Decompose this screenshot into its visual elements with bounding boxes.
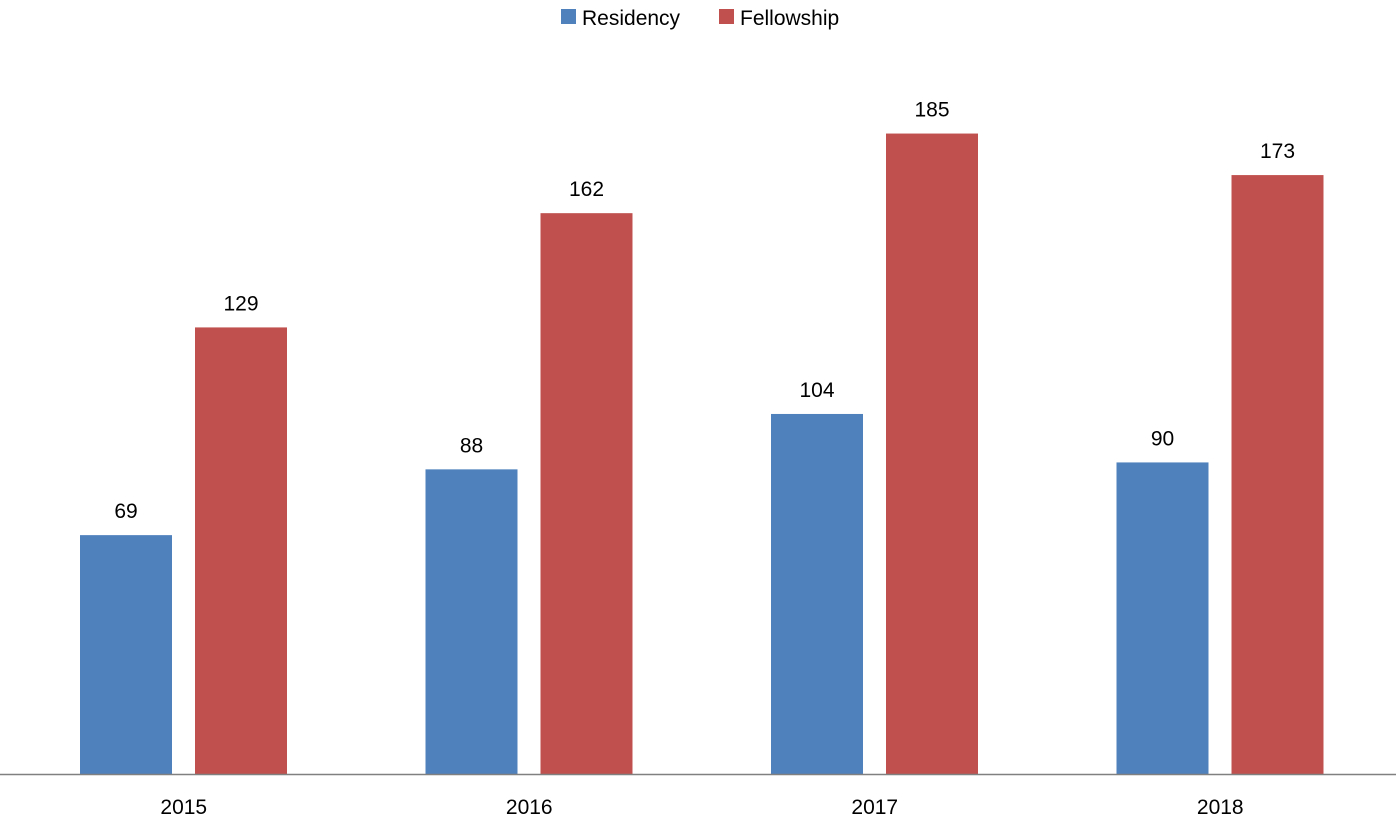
- legend-label-residency: Residency: [582, 7, 681, 30]
- x-tick-label-2018: 2018: [1197, 796, 1244, 819]
- legend-label-fellowship: Fellowship: [740, 7, 839, 30]
- data-label-residency-2017: 104: [799, 379, 834, 402]
- bar-fellowship-2016: [540, 213, 633, 774]
- bar-fellowship-2015: [195, 327, 287, 774]
- data-label-residency-2015: 69: [114, 500, 137, 523]
- x-tick-labels-group: 2015 2016 2017 2018: [160, 796, 1243, 819]
- bars-group: [80, 133, 1324, 775]
- data-labels-group: 69 129 88 162 104 185 90 173: [114, 99, 1295, 524]
- bar-fellowship-2017: [886, 133, 978, 775]
- bar-residency-2015: [80, 535, 172, 774]
- data-label-residency-2018: 90: [1151, 427, 1174, 450]
- bar-residency-2018: [1116, 462, 1209, 774]
- data-label-fellowship-2015: 129: [223, 292, 258, 315]
- legend: Residency Fellowship: [561, 7, 839, 30]
- x-tick-label-2016: 2016: [506, 796, 553, 819]
- x-tick-label-2015: 2015: [160, 796, 207, 819]
- bar-residency-2016: [425, 469, 518, 774]
- legend-swatch-residency: [561, 9, 576, 24]
- legend-swatch-fellowship: [719, 9, 734, 24]
- data-label-fellowship-2016: 162: [569, 178, 604, 201]
- data-label-fellowship-2018: 173: [1260, 140, 1295, 163]
- data-label-residency-2016: 88: [460, 434, 483, 457]
- bar-residency-2017: [771, 413, 863, 774]
- bar-fellowship-2018: [1231, 175, 1324, 775]
- x-tick-label-2017: 2017: [851, 796, 898, 819]
- data-label-fellowship-2017: 185: [914, 99, 949, 122]
